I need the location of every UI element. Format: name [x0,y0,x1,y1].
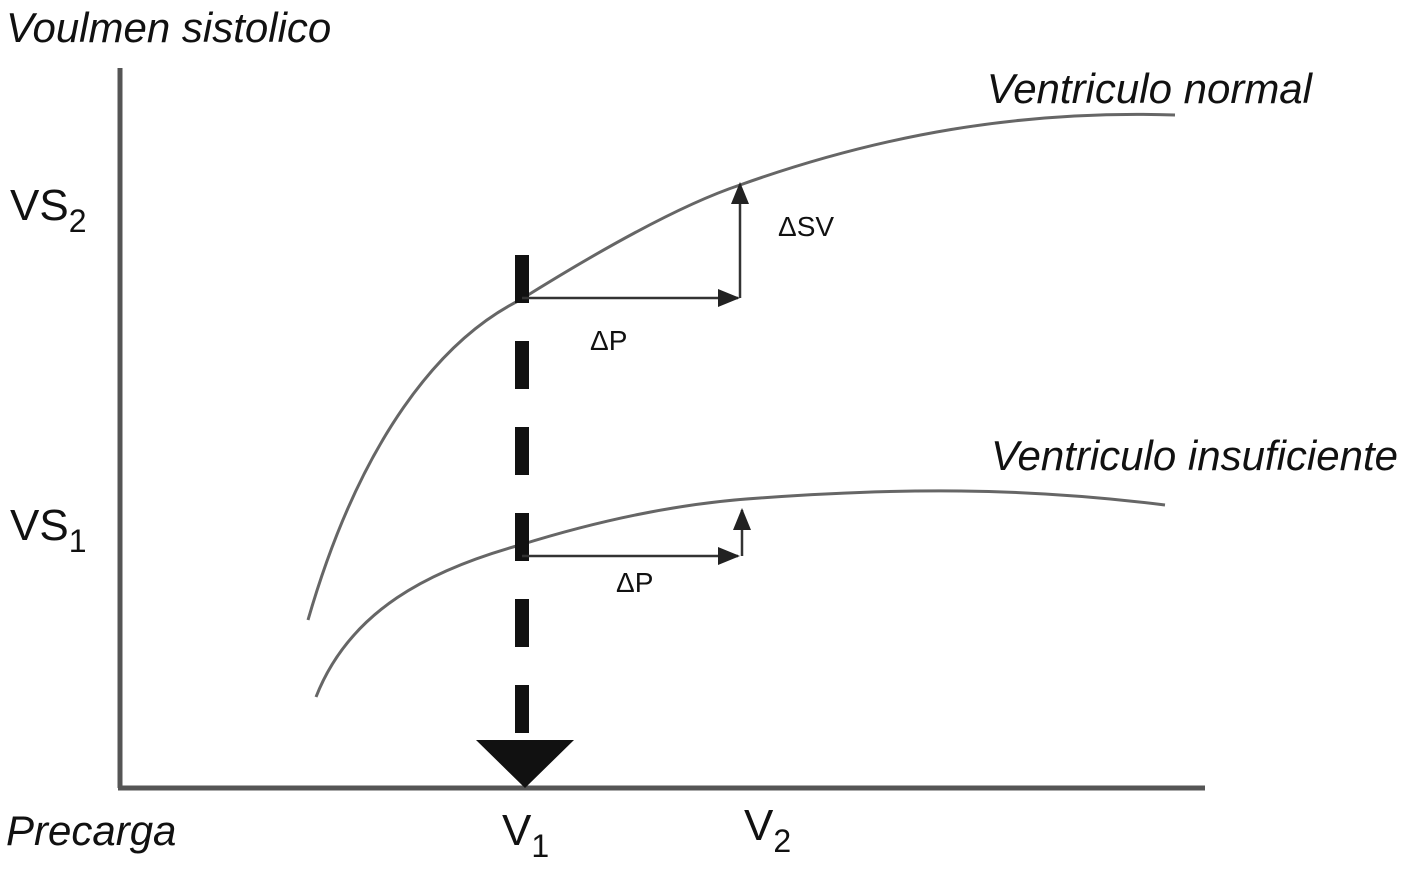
x-axis-title: Precarga [6,807,176,854]
delta-p-label: ΔP [590,325,627,356]
y-axis-title: Voulmen sistolico [6,4,331,51]
x-tick-label: V2 [744,801,791,859]
delta-p-label: ΔP [616,567,653,598]
tick-subscript: 2 [773,823,791,859]
tick-subscript: 1 [531,828,549,864]
delta-sv-label: ΔSV [778,211,834,242]
tick-text: VS [10,181,69,230]
normal-curve [306,112,1176,621]
insufficient-curve [314,489,1166,698]
v1-arrowhead [476,740,574,788]
x-tick-label: V1 [502,806,549,864]
tick-text: VS [10,501,69,550]
tick-subscript: 1 [69,523,87,559]
tick-text: V [502,806,532,855]
tick-subscript: 2 [69,203,87,239]
curve-label: Ventriculo insuficiente [991,432,1398,479]
y-tick-label: VS1 [10,501,87,559]
curve-label: Ventriculo normal [987,65,1314,112]
tick-text: V [744,801,774,850]
y-tick-label: VS2 [10,181,87,239]
